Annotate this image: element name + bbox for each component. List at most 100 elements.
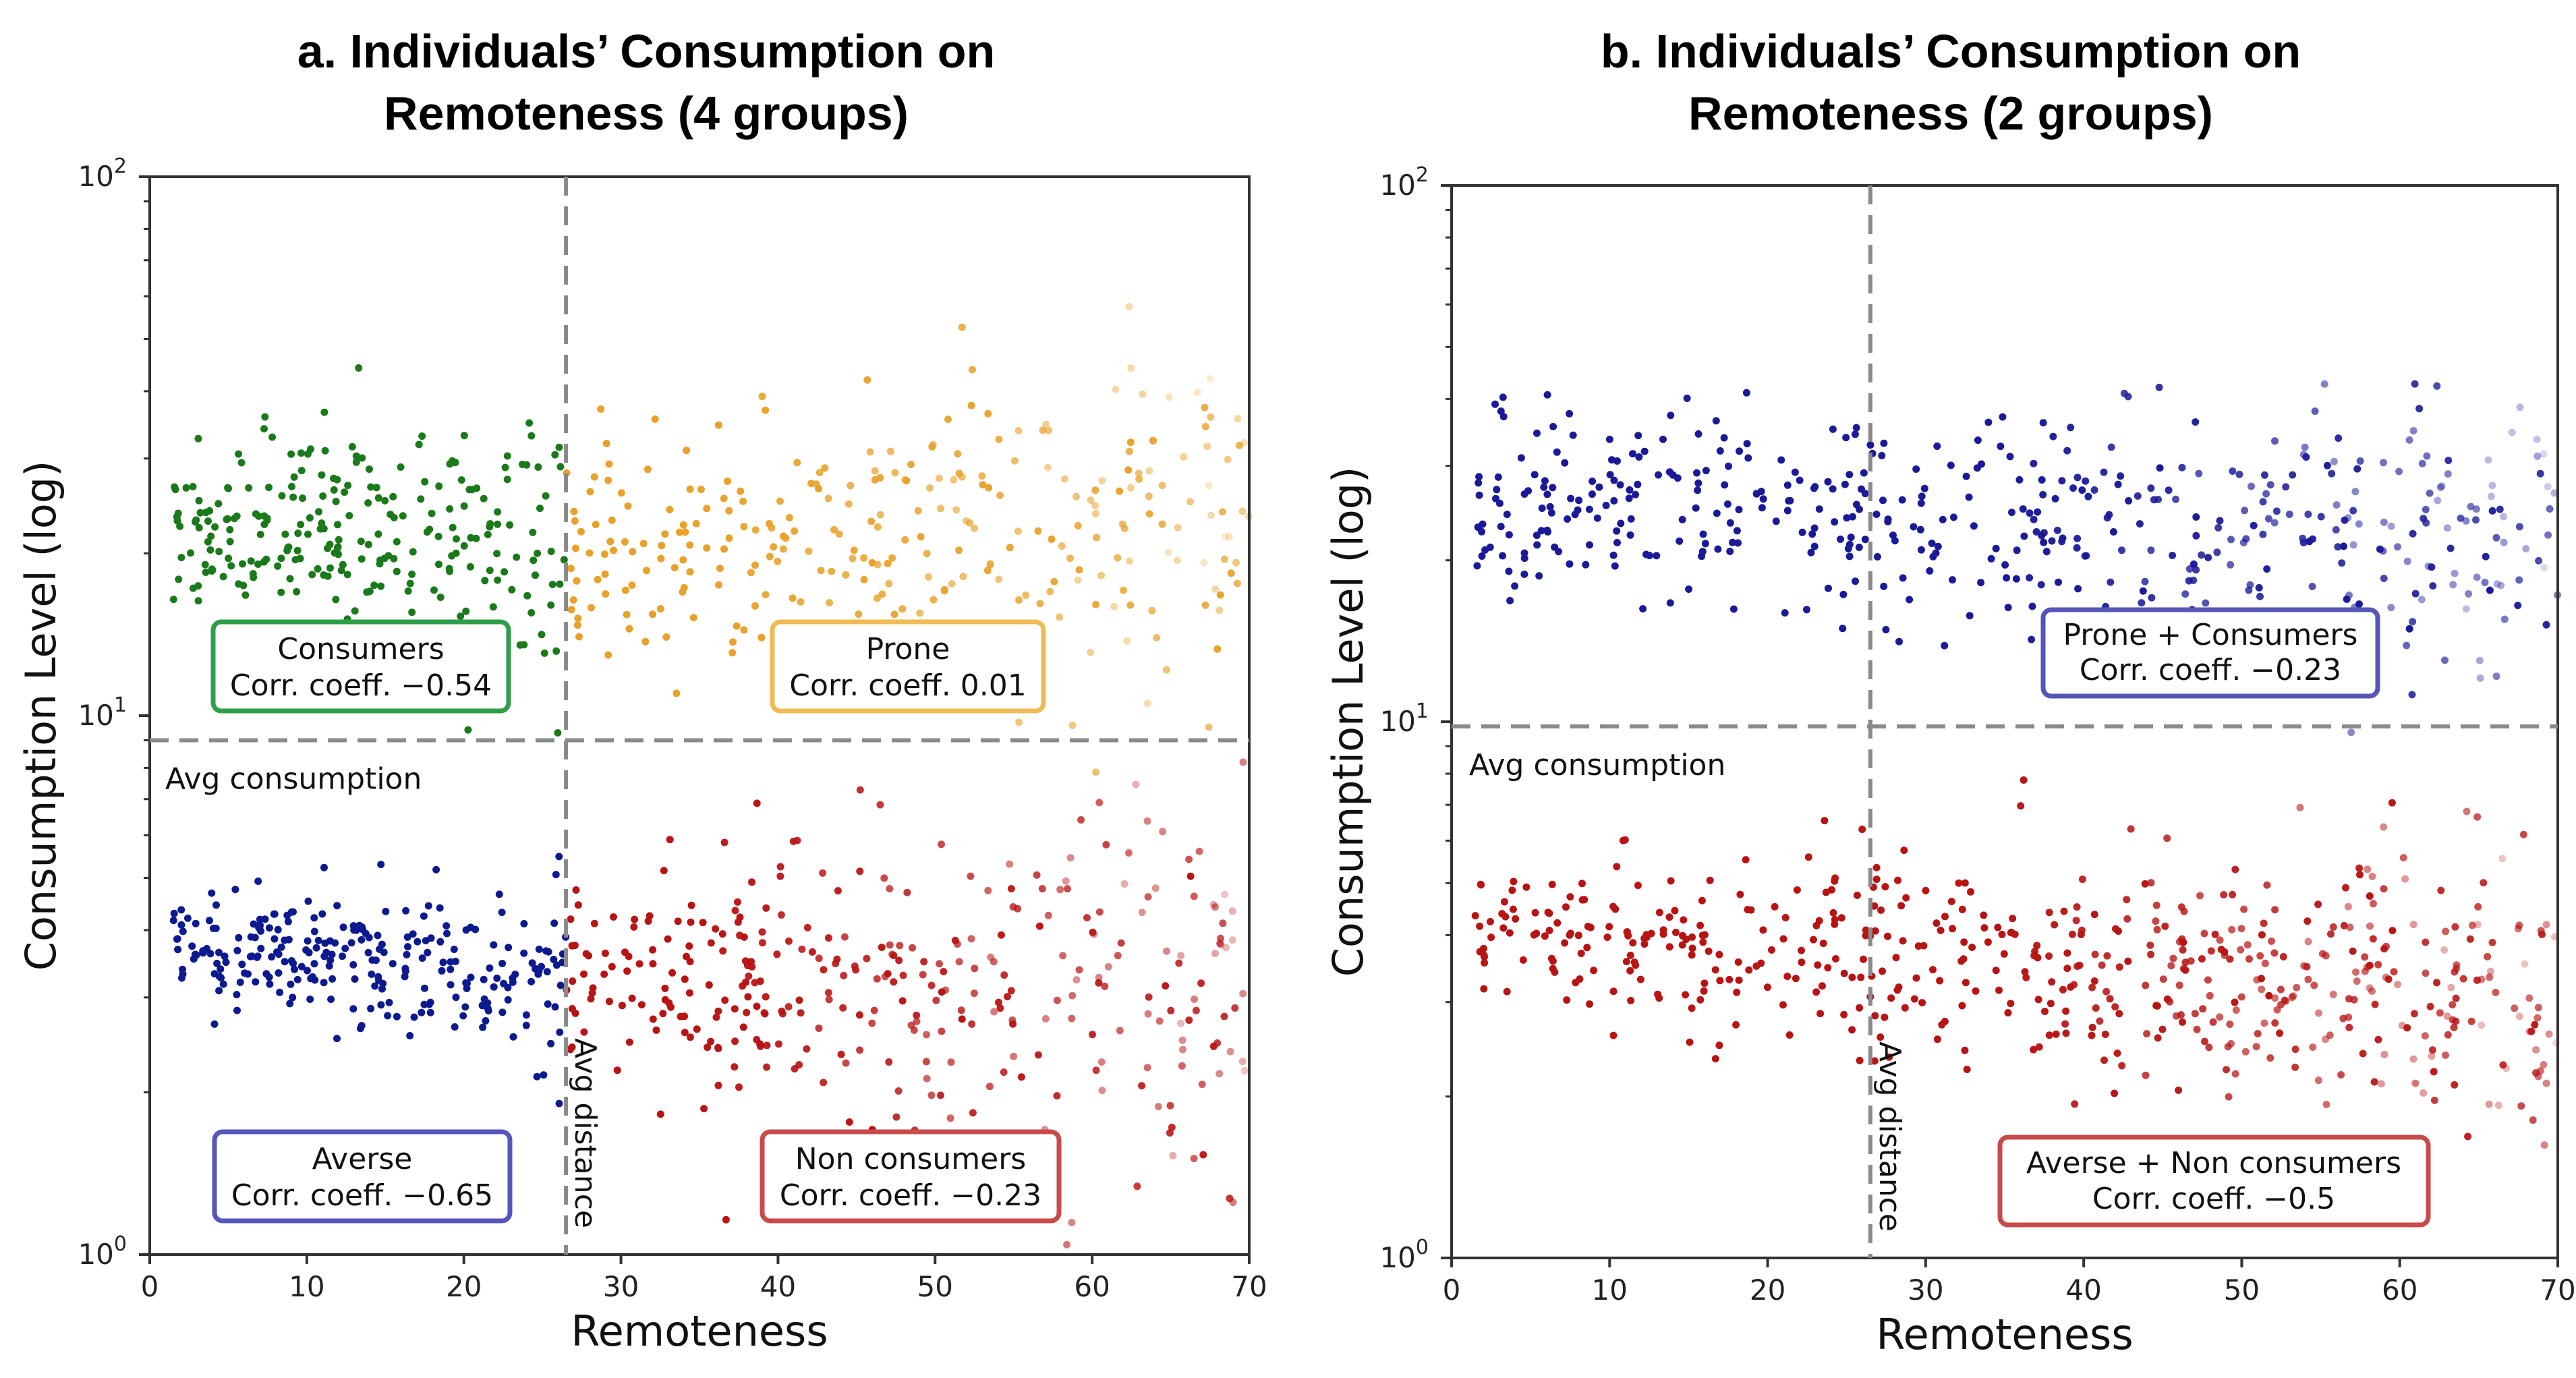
a-point-averse: [333, 1035, 341, 1043]
a-point-prone: [651, 415, 659, 423]
b-point-averse-non-consumers: [1688, 1004, 1696, 1012]
a-point-prone: [1174, 523, 1182, 532]
a-point-prone: [751, 561, 759, 569]
b-point-prone-consumers: [1537, 527, 1545, 535]
a-point-consumers: [241, 591, 250, 599]
b-point-averse-non-consumers: [2296, 803, 2304, 811]
b-point-prone-consumers: [1666, 599, 1674, 607]
b-point-averse-non-consumers: [2229, 890, 2237, 898]
a-point-consumers: [547, 548, 555, 555]
a-point-averse: [432, 865, 440, 873]
a-point-non-consumers: [1185, 1016, 1193, 1024]
b-point-averse-non-consumers: [1860, 955, 1867, 963]
a-point-averse: [351, 975, 359, 983]
b-point-prone-consumers: [2309, 535, 2316, 543]
b-point-prone-consumers: [2508, 428, 2516, 436]
a-point-prone: [1145, 467, 1153, 475]
a-point-consumers: [357, 555, 366, 563]
b-point-averse-non-consumers: [2270, 949, 2279, 957]
panel-b-box-prone-consumers-coeff: Corr. coeff. −0.23: [2080, 653, 2341, 687]
b-point-prone-consumers: [2550, 489, 2558, 497]
a-point-non-consumers: [660, 867, 668, 875]
a-point-consumers: [204, 538, 212, 546]
b-point-prone-consumers: [1898, 496, 1906, 504]
a-point-consumers: [195, 523, 203, 532]
b-point-averse-non-consumers: [1929, 966, 1937, 974]
b-point-prone-consumers: [1625, 494, 1633, 503]
a-point-non-consumers: [1102, 840, 1110, 849]
a-point-averse: [208, 889, 216, 897]
a-point-non-consumers: [707, 939, 715, 947]
b-point-averse-non-consumers: [2366, 922, 2374, 930]
panel-b-box-prone-consumers: Prone + Consumers Corr. coeff. −0.23: [2040, 607, 2380, 699]
a-point-non-consumers: [968, 1020, 976, 1028]
a-point-consumers: [334, 521, 341, 529]
b-point-averse-non-consumers: [1781, 914, 1790, 921]
a-point-non-consumers: [1007, 987, 1015, 995]
b-point-averse-non-consumers: [1640, 934, 1649, 942]
b-point-averse-non-consumers: [1545, 927, 1553, 934]
b-point-averse-non-consumers: [2380, 823, 2388, 831]
a-point-consumers: [192, 516, 200, 524]
a-point-consumers: [345, 512, 353, 519]
b-point-prone-consumers: [2535, 556, 2543, 565]
a-point-consumers: [239, 560, 246, 568]
b-point-averse-non-consumers: [1735, 976, 1743, 984]
a-point-averse: [246, 952, 254, 960]
b-point-prone-consumers: [1546, 503, 1554, 511]
b-point-prone-consumers: [2436, 483, 2444, 491]
a-point-consumers: [380, 554, 389, 563]
b-point-prone-consumers: [1632, 490, 1640, 498]
b-point-prone-consumers: [2345, 592, 2353, 599]
a-point-prone: [884, 560, 892, 567]
b-point-averse-non-consumers: [2468, 921, 2476, 929]
a-point-non-consumers: [1226, 1047, 1234, 1056]
a-point-non-consumers: [1034, 1051, 1042, 1059]
a-point-consumers: [187, 549, 194, 557]
a-point-prone: [1233, 579, 1241, 587]
a-point-non-consumers: [687, 901, 695, 909]
b-point-prone-consumers: [2418, 459, 2426, 467]
a-point-non-consumers: [1162, 982, 1170, 990]
a-point-averse: [452, 994, 460, 1002]
a-point-non-consumers: [567, 915, 575, 923]
a-point-averse: [447, 958, 455, 966]
a-point-non-consumers: [1195, 847, 1203, 855]
a-point-prone: [1162, 666, 1170, 674]
b-point-prone-consumers: [1777, 456, 1785, 464]
a-point-non-consumers: [923, 1031, 930, 1039]
b-point-averse-non-consumers: [1894, 876, 1901, 884]
panel-a: a. Individuals’ Consumption on Remotenes…: [16, 25, 1267, 1356]
b-point-averse-non-consumers: [2532, 1045, 2540, 1054]
b-point-averse-non-consumers: [2356, 871, 2364, 879]
b-point-averse-non-consumers: [2068, 930, 2076, 938]
b-point-averse-non-consumers: [1549, 957, 1557, 965]
a-point-prone: [1218, 508, 1226, 516]
b-point-averse-non-consumers: [2426, 1002, 2434, 1010]
b-point-averse-non-consumers: [1881, 1013, 1889, 1021]
a-point-non-consumers: [1190, 1155, 1198, 1163]
a-point-prone: [1201, 601, 1209, 609]
b-point-averse-non-consumers: [1771, 902, 1779, 911]
a-point-non-consumers: [773, 950, 781, 958]
a-point-prone: [847, 482, 855, 490]
a-point-non-consumers: [868, 1019, 876, 1027]
b-point-averse-non-consumers: [2352, 968, 2359, 976]
a-point-averse: [540, 1071, 548, 1079]
a-point-consumers: [435, 561, 442, 569]
b-point-averse-non-consumers: [1626, 951, 1634, 959]
b-point-averse-non-consumers: [1711, 1055, 1719, 1063]
b-point-averse-non-consumers: [2091, 950, 2099, 958]
a-point-prone: [604, 476, 612, 484]
b-point-averse-non-consumers: [1678, 941, 1686, 949]
b-point-averse-non-consumers: [1804, 853, 1812, 861]
b-point-averse-non-consumers: [2123, 915, 2131, 923]
b-point-prone-consumers: [2195, 469, 2203, 478]
b-point-prone-consumers: [1549, 423, 1557, 430]
a-point-consumers: [428, 509, 436, 517]
b-point-prone-consumers: [2423, 452, 2431, 460]
a-point-non-consumers: [955, 958, 963, 966]
a-point-consumers: [265, 484, 273, 492]
b-point-prone-consumers: [1743, 440, 1751, 448]
b-point-averse-non-consumers: [2225, 1093, 2233, 1101]
